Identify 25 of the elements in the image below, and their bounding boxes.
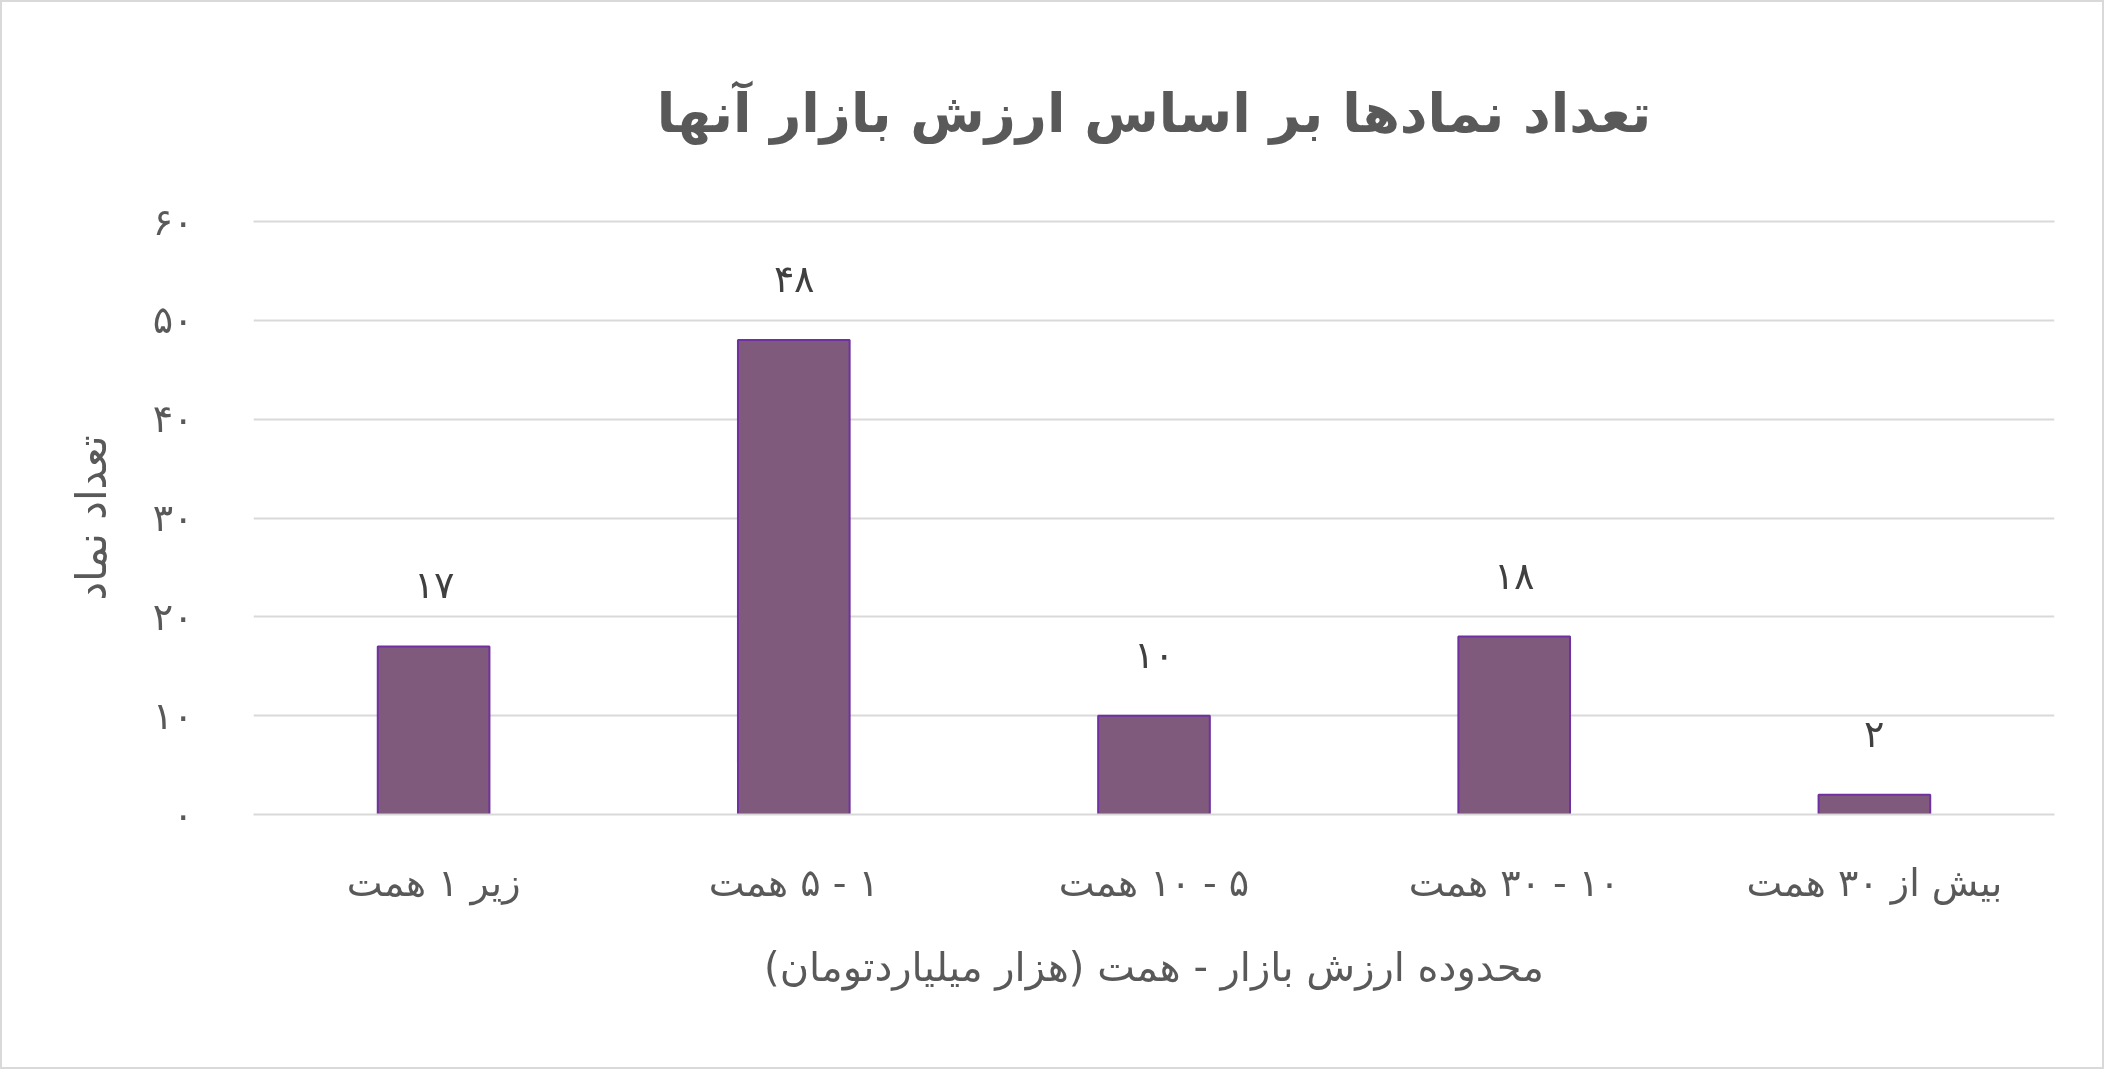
bar [1097,714,1211,815]
x-tick-label: ۵ - ۱۰ همت [1058,860,1250,905]
bar [1817,793,1932,815]
x-tick-label: ۱۰ - ۳۰ همت [1408,860,1620,905]
y-axis-title: تعداد نماد [66,435,116,601]
y-tick-label: ۱۰ [152,693,194,738]
x-axis-title: محدوده ارزش بازار - همت (هزار میلیاردتومان) [764,943,1544,991]
chart-title: تعداد نمادها بر اساس ارزش بازار آنها [656,79,1652,145]
data-label: ۱۸ [1494,554,1535,597]
y-tick-label: ۳۰ [152,496,194,540]
data-label: ۱۰ [1134,633,1174,676]
bar [736,339,851,815]
bar [376,645,491,815]
data-label: ۱۷ [413,564,454,607]
y-tick-label: ۶۰ [152,199,194,244]
y-tick-label: ۵۰ [152,298,194,343]
x-tick-label: زیر ۱ همت [346,860,521,906]
bar [1457,635,1572,815]
y-tick-label: ۰ [173,792,194,837]
y-tick-label: ۲۰ [152,594,194,639]
x-tick-label: بیش از ۳۰ همت [1746,860,2003,905]
x-tick-label: ۱ - ۵ همت [708,860,879,905]
data-label: ۲ [1864,712,1885,755]
y-tick-label: ۴۰ [152,397,194,442]
data-label: ۴۸ [773,258,814,301]
